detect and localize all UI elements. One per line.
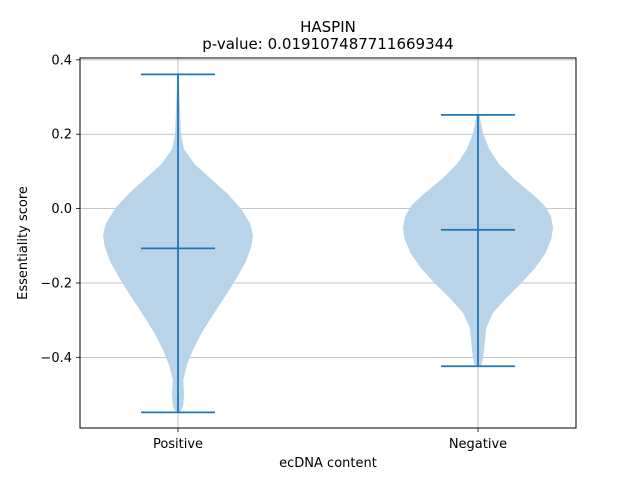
chart-title: HASPIN (300, 18, 356, 36)
x-axis-label: ecDNA content (279, 456, 377, 471)
violin-negative (403, 113, 553, 368)
violins (103, 73, 553, 414)
violin-positive (103, 73, 253, 414)
y-tick-label: 0.0 (51, 202, 72, 217)
y-tick-label: 0.4 (51, 53, 72, 68)
x-tick-label: Positive (153, 437, 203, 452)
x-axis-ticks: Positive Negative (153, 428, 507, 452)
y-tick-label: −0.4 (40, 351, 72, 366)
y-tick-label: 0.2 (51, 128, 72, 143)
y-tick-label: −0.2 (40, 276, 72, 291)
plot-frame (79, 57, 577, 429)
chart-subtitle: p-value: 0.019107487711669344 (202, 35, 453, 53)
y-axis-ticks: −0.4 −0.2 0.0 0.2 0.4 (40, 53, 80, 366)
y-axis-label: Essentiality score (16, 186, 31, 300)
x-tick-label: Negative (449, 437, 507, 452)
